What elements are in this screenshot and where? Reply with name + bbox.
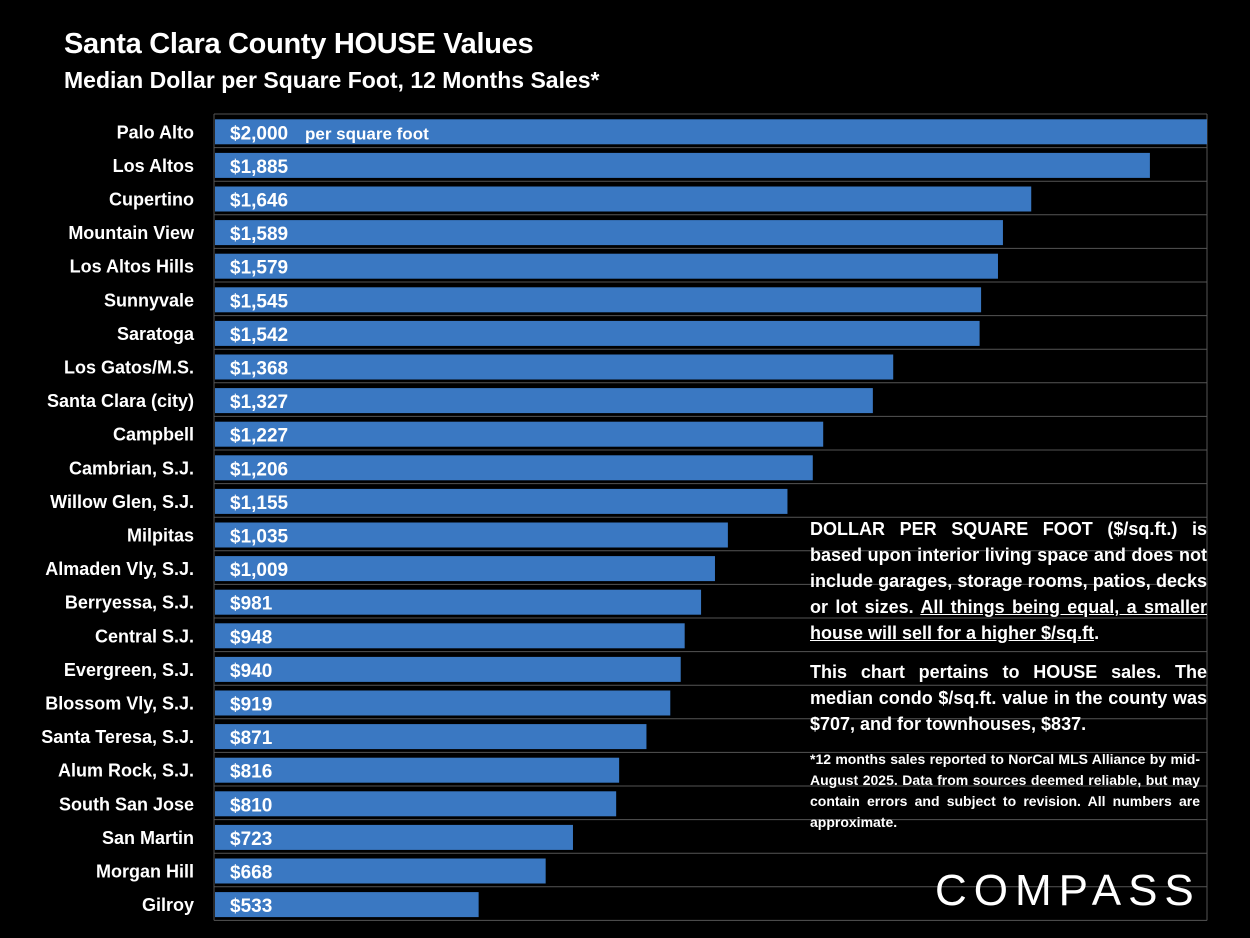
category-label: Santa Clara (city) [47,391,194,411]
category-label: Berryessa, S.J. [65,593,194,613]
data-label: $533 [230,896,272,917]
data-label: $871 [230,728,273,749]
category-label: Gilroy [142,895,194,915]
category-label: Palo Alto [117,122,194,142]
bar-saratoga [215,320,980,346]
data-label: $1,009 [230,560,288,581]
data-label: $1,035 [230,527,289,548]
data-label: $1,646 [230,191,288,212]
category-label: Evergreen, S.J. [64,660,194,680]
category-label: Morgan Hill [96,862,194,882]
bar-willow-glen-s-j- [215,488,788,514]
logo-wordmark: COMPASS [935,866,1200,913]
data-label: $1,542 [230,325,288,346]
category-label: Almaden Vly, S.J. [45,559,194,579]
definition-note: DOLLAR PER SQUARE FOOT ($/sq.ft.) is bas… [810,516,1207,646]
data-label: $1,327 [230,392,288,413]
data-label: $948 [230,627,272,648]
data-label: $1,545 [230,291,289,312]
data-label: $2,000 [230,123,288,144]
data-label: $1,155 [230,493,289,514]
category-label: Willow Glen, S.J. [50,492,194,512]
data-label: $1,589 [230,224,288,245]
category-label: Sunnyvale [104,290,194,310]
data-label: $1,579 [230,258,288,279]
per-sqft-annotation: per square foot [305,124,429,143]
category-label: Santa Teresa, S.J. [41,727,194,747]
chart-title: Santa Clara County HOUSE Values [64,28,534,60]
notes-panel: DOLLAR PER SQUARE FOOT ($/sq.ft.) is bas… [810,516,1207,833]
bar-berryessa-s-j- [215,589,702,615]
data-label: $1,206 [230,459,288,480]
category-label: Los Gatos/M.S. [64,358,194,378]
category-label: Milpitas [127,526,194,546]
category-label: Los Altos [113,156,194,176]
house-sales-note: This chart pertains to HOUSE sales. The … [810,662,1207,734]
bar-los-gatos-m-s- [215,354,894,380]
category-label: Campbell [113,425,194,445]
chart-subtitle: Median Dollar per Square Foot, 12 Months… [64,67,600,93]
category-label: Los Altos Hills [70,257,194,277]
bar-evergreen-s-j- [215,656,681,682]
bar-almaden-vly-s-j- [215,556,715,582]
data-label: $816 [230,762,272,783]
bar-cambrian-s-j- [215,455,813,481]
bar-gilroy [215,892,479,918]
bar-los-altos-hills [215,253,998,279]
data-label: $1,368 [230,359,288,380]
category-label: San Martin [102,828,194,848]
category-label: Alum Rock, S.J. [58,761,194,781]
data-label: $940 [230,661,272,682]
data-label: $810 [230,795,272,816]
category-label: Saratoga [117,324,195,344]
category-label: South San Jose [59,794,194,814]
bar-morgan-hill [215,858,546,884]
bar-milpitas [215,522,728,548]
category-label: Cupertino [109,190,194,210]
category-label: Central S.J. [95,626,194,646]
data-label: $1,227 [230,426,288,447]
bar-campbell [215,421,824,447]
data-label: $1,885 [230,157,289,178]
bar-palo-alto [215,119,1207,145]
bar-santa-clara-city- [215,388,873,414]
compass-logo: COMPASS [935,866,1200,913]
bar-los-altos [215,152,1150,178]
category-label: Mountain View [68,223,195,243]
bar-mountain-view [215,220,1003,246]
category-label: Cambrian, S.J. [69,458,194,478]
data-label: $668 [230,863,272,884]
data-label: $919 [230,695,272,716]
definition-emphasis: All things being equal, a smaller house … [810,597,1208,643]
bar-south-san-jose [215,791,617,817]
data-label: $723 [230,829,272,850]
definition-text: DOLLAR PER SQUARE FOOT ($/sq.ft.) is bas… [810,519,1207,617]
bar-sunnyvale [215,287,982,313]
bar-san-martin [215,824,573,850]
definition-end: . [1094,623,1100,643]
bar-cupertino [215,186,1032,212]
data-label: $981 [230,594,273,615]
footnote: *12 months sales reported to NorCal MLS … [810,751,1200,830]
bar-central-s-j- [215,623,685,649]
bar-blossom-vly-s-j- [215,690,671,716]
category-label: Blossom Vly, S.J. [45,694,194,714]
bar-alum-rock-s-j- [215,757,620,783]
bar-santa-teresa-s-j- [215,724,647,750]
